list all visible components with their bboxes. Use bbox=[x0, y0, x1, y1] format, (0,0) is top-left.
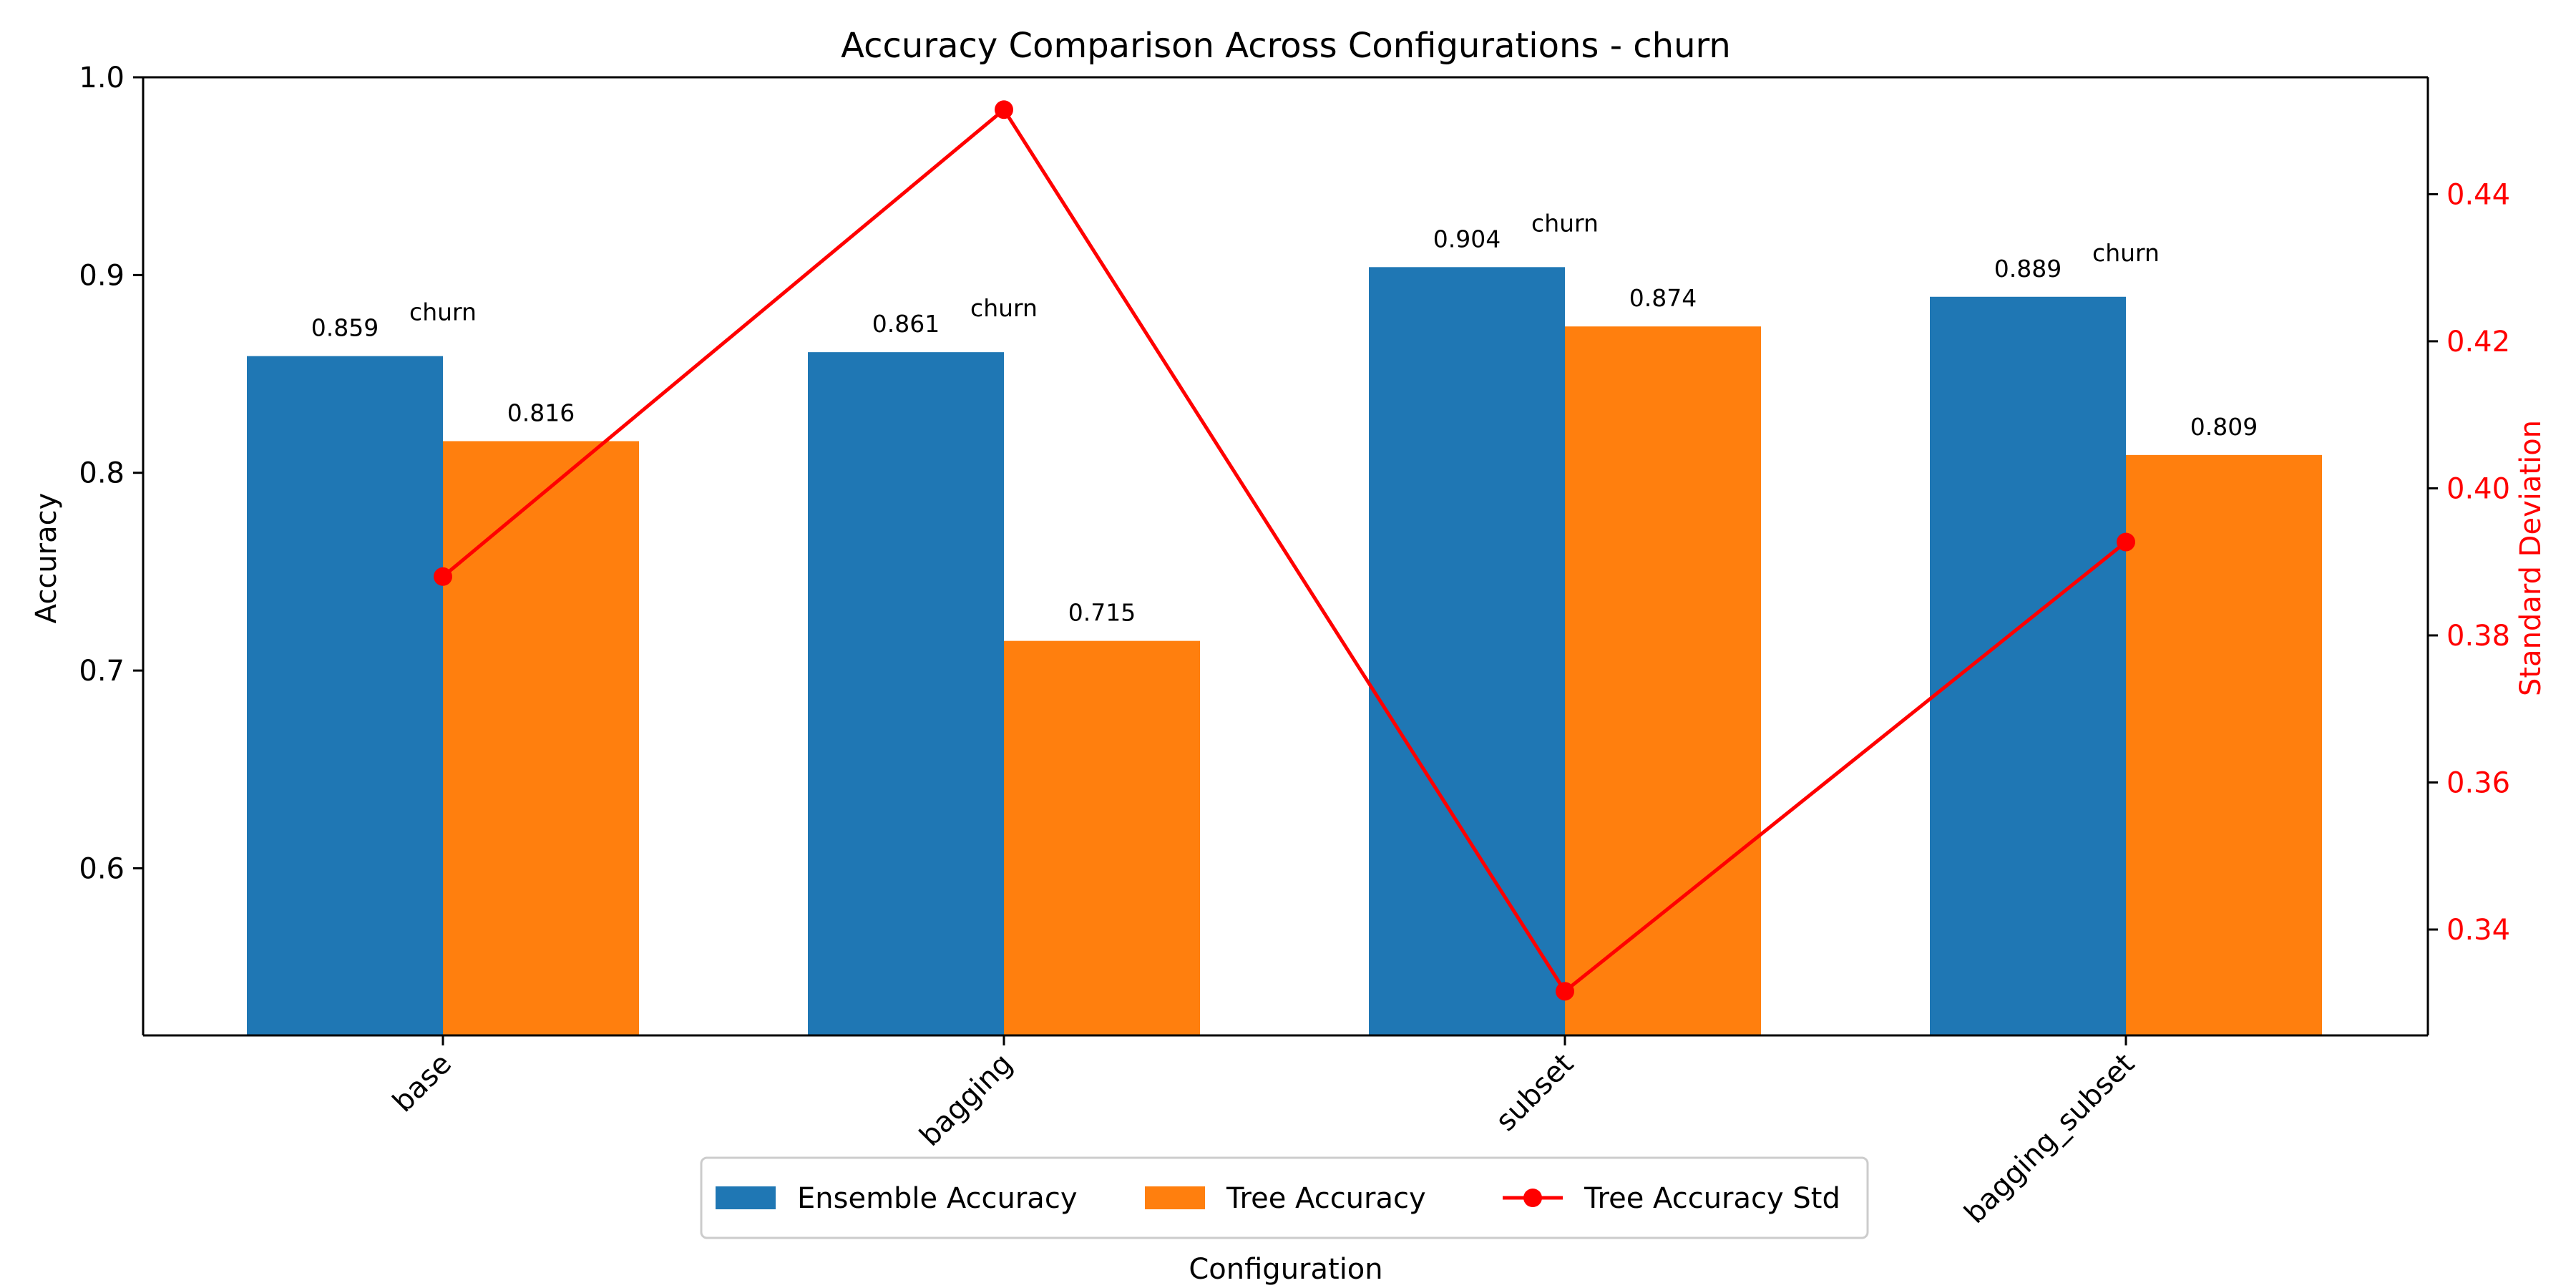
data-label-ensemble: 0.904 bbox=[1433, 225, 1501, 253]
y2-tick-label: 0.36 bbox=[2446, 766, 2510, 799]
x-tick-label: base bbox=[386, 1048, 458, 1119]
legend-label-ensemble: Ensemble Accuracy bbox=[797, 1182, 1077, 1215]
std-point bbox=[1556, 982, 1574, 1001]
legend-swatch-ensemble bbox=[716, 1186, 776, 1209]
legend: Ensemble Accuracy Tree Accuracy Tree Accur… bbox=[700, 1156, 1869, 1239]
data-label-ensemble: 0.859 bbox=[311, 314, 379, 342]
legend-box bbox=[700, 1156, 1869, 1239]
x-tick-label: bagging bbox=[914, 1048, 1019, 1153]
legend-label-tree: Tree Accuracy bbox=[1226, 1182, 1426, 1215]
bar-tree-subset bbox=[1565, 326, 1761, 1035]
chart-title: Accuracy Comparison Across Configuration… bbox=[841, 26, 1731, 66]
legend-swatch-std-marker bbox=[1523, 1189, 1542, 1207]
std-line bbox=[441, 107, 2127, 995]
std-point bbox=[434, 567, 452, 586]
y2-tick-label: 0.34 bbox=[2446, 914, 2510, 947]
bar-ensemble-bagging bbox=[808, 352, 1004, 1036]
bar-ensemble-bagging_subset bbox=[1930, 296, 2126, 1035]
annotation-label: churn bbox=[409, 298, 477, 326]
std-point bbox=[995, 100, 1013, 119]
y2-tick-label: 0.42 bbox=[2446, 326, 2510, 358]
y-tick-label: 0.9 bbox=[79, 259, 125, 292]
legend-label-std: Tree Accuracy Std bbox=[1584, 1182, 1840, 1215]
data-label-tree: 0.809 bbox=[2190, 413, 2258, 441]
annotation-label: churn bbox=[2092, 239, 2160, 267]
data-label-tree: 0.874 bbox=[1629, 284, 1697, 312]
data-label-tree: 0.715 bbox=[1068, 599, 1136, 627]
bar-tree-bagging_subset bbox=[2126, 454, 2322, 1035]
bar-ensemble-subset bbox=[1369, 267, 1565, 1035]
y-tick-label: 1.0 bbox=[79, 62, 125, 94]
y-tick-label: 0.6 bbox=[79, 852, 125, 885]
annotation-label: churn bbox=[970, 294, 1038, 322]
x-tick-label: subset bbox=[1490, 1048, 1580, 1138]
y-tick-label: 0.7 bbox=[79, 655, 125, 688]
x-tick-label: bagging_subset bbox=[1958, 1048, 2141, 1230]
y-axis-label: Accuracy bbox=[30, 493, 63, 624]
x-axis-label: Configuration bbox=[1189, 1253, 1382, 1286]
annotation-label: churn bbox=[1531, 209, 1599, 237]
data-label-ensemble: 0.861 bbox=[872, 310, 940, 338]
plot-area: 0.859 0.816 churn 0.861 0.715 churn 0.904 0.874… bbox=[79, 62, 2510, 1230]
y2-tick-label: 0.38 bbox=[2446, 620, 2510, 653]
y-tick-label: 0.8 bbox=[79, 457, 125, 490]
y2-axis-label: Standard Deviation bbox=[2514, 420, 2547, 696]
data-label-tree: 0.816 bbox=[507, 399, 575, 427]
bar-tree-bagging bbox=[1004, 640, 1200, 1035]
legend-swatch-tree bbox=[1145, 1186, 1205, 1209]
y2-tick-label: 0.40 bbox=[2446, 472, 2510, 505]
bar-tree-base bbox=[443, 441, 639, 1035]
bar-ensemble-base bbox=[247, 356, 443, 1036]
std-point bbox=[2117, 532, 2135, 552]
y2-tick-label: 0.44 bbox=[2446, 178, 2510, 211]
data-label-ensemble: 0.889 bbox=[1994, 255, 2062, 283]
